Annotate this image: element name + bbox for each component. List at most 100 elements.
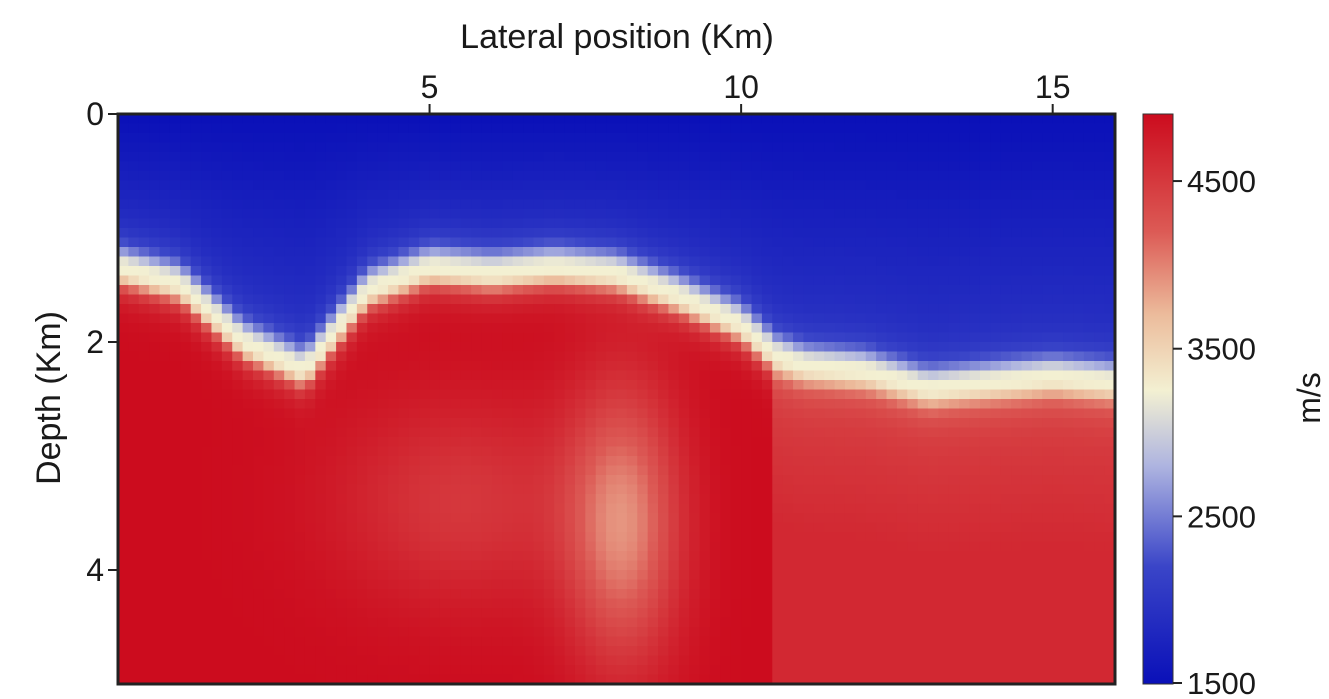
heatmap-cell — [793, 418, 805, 429]
heatmap-cell — [118, 608, 129, 619]
heatmap-cell — [481, 513, 493, 524]
heatmap-cell — [388, 598, 400, 609]
heatmap-cell — [626, 389, 638, 400]
heatmap-cell — [959, 446, 971, 457]
heatmap-cell — [990, 237, 1002, 248]
heatmap-cell — [1094, 389, 1106, 400]
heatmap-cell — [263, 180, 275, 191]
heatmap-cell — [190, 323, 202, 334]
heatmap-cell — [377, 123, 389, 134]
heatmap-cell — [844, 152, 856, 163]
heatmap-cell — [263, 494, 275, 505]
heatmap-cell — [180, 389, 192, 400]
heatmap-cell — [793, 598, 805, 609]
heatmap-cell — [855, 190, 867, 201]
heatmap-cell — [699, 361, 711, 372]
heatmap-cell — [543, 551, 555, 562]
heatmap-cell — [336, 351, 348, 362]
heatmap-cell — [668, 332, 680, 343]
heatmap-cell — [761, 209, 773, 220]
heatmap-cell — [886, 380, 898, 391]
heatmap-cell — [346, 199, 358, 210]
heatmap-cell — [159, 142, 171, 153]
heatmap-cell — [834, 142, 846, 153]
heatmap-cell — [606, 209, 618, 220]
heatmap-cell — [253, 218, 264, 229]
heatmap-cell — [491, 332, 503, 343]
heatmap-cell — [959, 370, 971, 381]
heatmap-cell — [1021, 266, 1033, 277]
heatmap-cell — [138, 285, 150, 296]
heatmap-cell — [533, 332, 545, 343]
heatmap-cell — [1000, 427, 1012, 438]
heatmap-cell — [1000, 247, 1012, 258]
heatmap-cell — [346, 541, 358, 552]
heatmap-cell — [948, 351, 960, 362]
heatmap-cell — [761, 532, 773, 543]
heatmap-cell — [1031, 275, 1043, 286]
heatmap-cell — [460, 171, 472, 182]
heatmap-cell — [169, 142, 181, 153]
heatmap-cell — [1094, 361, 1106, 372]
heatmap-cell — [190, 589, 202, 600]
heatmap-cell — [408, 513, 420, 524]
heatmap-cell — [201, 541, 213, 552]
heatmap-cell — [668, 190, 680, 201]
heatmap-cell — [928, 247, 940, 258]
heatmap-cell — [886, 494, 898, 505]
heatmap-cell — [118, 446, 129, 457]
heatmap-cell — [637, 161, 649, 172]
heatmap-cell — [1011, 199, 1023, 210]
heatmap-cell — [159, 560, 171, 571]
heatmap-cell — [782, 133, 794, 144]
heatmap-cell — [938, 256, 950, 267]
heatmap-cell — [1052, 152, 1064, 163]
heatmap-cell — [169, 598, 181, 609]
heatmap-cell — [325, 456, 337, 467]
heatmap-cell — [523, 370, 535, 381]
heatmap-cell — [450, 266, 462, 277]
heatmap-cell — [761, 598, 773, 609]
heatmap-cell — [761, 522, 773, 533]
heatmap-cell — [388, 218, 400, 229]
heatmap-cell — [969, 560, 981, 571]
heatmap-cell — [1073, 370, 1085, 381]
heatmap-cell — [699, 598, 711, 609]
heatmap-cell — [668, 408, 680, 419]
heatmap-cell — [1104, 418, 1115, 429]
heatmap-cell — [543, 304, 555, 315]
heatmap-cell — [450, 209, 462, 220]
heatmap-cell — [180, 513, 192, 524]
heatmap-cell — [1083, 380, 1095, 391]
heatmap-cell — [450, 494, 462, 505]
heatmap-cell — [367, 256, 379, 267]
heatmap-cell — [221, 256, 233, 267]
heatmap-cell — [439, 275, 451, 286]
heatmap-cell — [367, 304, 379, 315]
heatmap-cell — [616, 218, 628, 229]
heatmap-cell — [772, 399, 784, 410]
heatmap-cell — [865, 342, 877, 353]
heatmap-cell — [253, 522, 264, 533]
heatmap-cell — [1094, 560, 1106, 571]
heatmap-cell — [616, 418, 628, 429]
heatmap-cell — [1094, 332, 1106, 343]
heatmap-cell — [1031, 427, 1043, 438]
heatmap-cell — [948, 598, 960, 609]
heatmap-cell — [408, 351, 420, 362]
heatmap-cell — [419, 503, 431, 514]
heatmap-cell — [886, 465, 898, 476]
heatmap-cell — [761, 446, 773, 457]
heatmap-cell — [419, 123, 431, 134]
heatmap-cell — [761, 123, 773, 134]
heatmap-cell — [1052, 598, 1064, 609]
heatmap-cell — [938, 370, 950, 381]
heatmap-cell — [419, 228, 431, 239]
heatmap-cell — [377, 114, 389, 125]
heatmap-cell — [408, 380, 420, 391]
heatmap-cell — [1083, 247, 1095, 258]
heatmap-cell — [761, 408, 773, 419]
heatmap-cell — [1021, 551, 1033, 562]
heatmap-cell — [990, 475, 1002, 486]
heatmap-cell — [346, 266, 358, 277]
